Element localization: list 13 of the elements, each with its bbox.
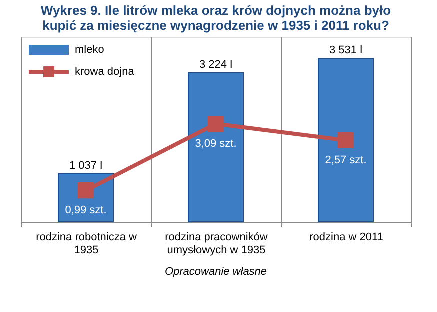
chart-title: Wykres 9. Ile litrów mleka oraz krów dojnych można było kupić za miesięczne wynagrodzenie w 1935 i 2011 roku? [40, 3, 392, 33]
data-label: 3,09 szt. [195, 138, 237, 150]
legend-label: krowa dojna [75, 66, 136, 78]
data-label: 1 037 l [69, 160, 103, 172]
legend-label: mleko [75, 44, 104, 56]
data-label: 0,99 szt. [65, 204, 107, 217]
data-label: 3 531 l [329, 44, 363, 57]
x-tick-label: rodzina pracowników umysłowych w 1935 [165, 232, 268, 256]
data-label: 3 224 l [199, 58, 233, 71]
x-tick-label: rodzina robotnicza w 1935 [36, 232, 137, 256]
text: Opracowanie własne [164, 266, 268, 278]
data-label: 2,57 szt. [325, 154, 367, 166]
x-tick-label: rodzina w 2011 [310, 232, 384, 244]
